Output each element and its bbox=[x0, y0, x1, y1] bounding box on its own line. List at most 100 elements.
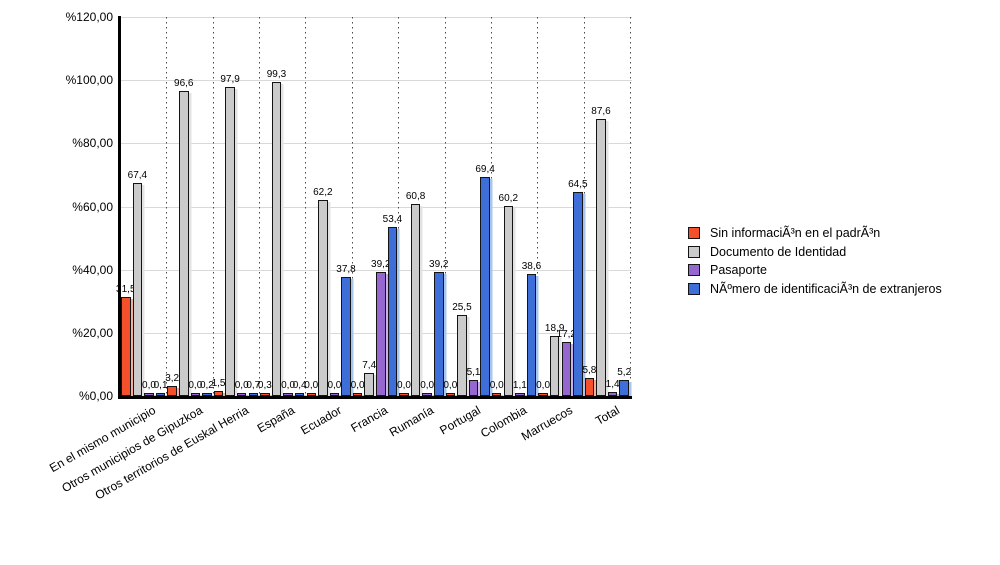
bar-value-label: 37,8 bbox=[336, 264, 356, 275]
category-separator-line bbox=[259, 17, 261, 396]
bar-value-label: 0,0 bbox=[397, 380, 411, 391]
bar-value-label: 0,4 bbox=[292, 380, 307, 391]
bar-value-label: 0,7 bbox=[246, 380, 261, 391]
bar-value-label: 0,0 bbox=[281, 380, 296, 391]
category-separator-line bbox=[444, 17, 446, 396]
bar-value-label: 0,0 bbox=[443, 380, 458, 391]
grid-line bbox=[120, 332, 632, 334]
category-separator-line bbox=[630, 17, 631, 396]
bar bbox=[376, 272, 386, 396]
bar-value-label: 0,0 bbox=[489, 380, 504, 391]
bar bbox=[271, 82, 282, 396]
category-separator-line bbox=[351, 17, 353, 396]
bar-value-label: 0,0 bbox=[536, 380, 551, 391]
bar bbox=[318, 200, 328, 396]
bar bbox=[561, 342, 571, 396]
bar-value-label: 87,6 bbox=[591, 106, 611, 117]
category-separator-line bbox=[583, 17, 585, 396]
category-separator-line bbox=[212, 17, 214, 396]
category-separator-line bbox=[305, 17, 307, 396]
bar-value-label: 0,0 bbox=[350, 380, 365, 391]
bar bbox=[167, 386, 177, 396]
bar-value-label: 5,1 bbox=[466, 367, 481, 378]
bar bbox=[387, 227, 398, 396]
bar-value-label: 25,5 bbox=[452, 302, 472, 313]
bar bbox=[225, 87, 235, 396]
bar-value-label: 3,2 bbox=[165, 373, 180, 384]
bar-value-label: 0,2 bbox=[199, 380, 214, 391]
bar bbox=[457, 315, 467, 396]
y-tick-label: %40,00 bbox=[72, 262, 113, 277]
bar-value-label: 0,0 bbox=[188, 380, 203, 391]
bar-value-label: 67,4 bbox=[127, 170, 148, 181]
bar-value-label: 1,1 bbox=[512, 380, 527, 391]
bar-value-label: 5,2 bbox=[617, 367, 632, 378]
legend-item: NÃºmero de identificaciÃ³n de extranjero… bbox=[688, 280, 942, 299]
bar-value-label: 39,2 bbox=[371, 259, 391, 270]
legend-swatch bbox=[688, 227, 700, 240]
bar bbox=[179, 91, 189, 396]
bar-value-label: 0,3 bbox=[257, 380, 272, 391]
bar-value-label: 96,6 bbox=[174, 78, 194, 89]
grid-line bbox=[120, 206, 632, 208]
bar-value-label: 60,2 bbox=[498, 193, 519, 204]
legend-label: Sin informaciÃ³n en el padrÃ³n bbox=[710, 226, 881, 241]
legend-label: Documento de Identidad bbox=[710, 244, 847, 259]
bar-value-label: 7,4 bbox=[362, 360, 377, 371]
bar bbox=[619, 380, 629, 396]
category-separator-line bbox=[490, 17, 492, 396]
bar-value-label: 62,2 bbox=[313, 187, 333, 198]
bar-value-label: 0,1 bbox=[153, 380, 168, 391]
legend-swatch bbox=[688, 264, 700, 277]
bar-value-label: 69,4 bbox=[475, 164, 495, 175]
bar bbox=[526, 274, 537, 396]
bar-value-label: 31,5 bbox=[116, 284, 136, 295]
x-axis-line bbox=[117, 395, 632, 399]
y-tick-label: %0,00 bbox=[78, 389, 113, 403]
bar-chart: Sin informaciÃ³n en el padrÃ³n Documento … bbox=[47, 10, 942, 503]
bar-value-label: 0,0 bbox=[234, 380, 249, 391]
bar bbox=[584, 378, 595, 396]
grid-line bbox=[120, 143, 632, 145]
bar-value-label: 17,2 bbox=[556, 329, 576, 340]
bar bbox=[573, 192, 583, 396]
bar-value-label: 60,8 bbox=[405, 191, 426, 202]
legend-item: Pasaporte bbox=[688, 261, 942, 280]
bar bbox=[364, 373, 374, 396]
bar bbox=[132, 183, 143, 396]
bar bbox=[341, 277, 351, 396]
bar-value-label: 1,4 bbox=[605, 379, 620, 390]
category-separator-line bbox=[166, 17, 168, 396]
bar bbox=[596, 119, 606, 396]
legend-swatch bbox=[688, 282, 700, 295]
category-separator-line bbox=[398, 17, 400, 396]
bar-value-label: 64,5 bbox=[568, 179, 588, 190]
bar bbox=[503, 206, 514, 396]
bar-value-label: 38,6 bbox=[521, 261, 542, 272]
bar-value-label: 5,8 bbox=[582, 365, 597, 376]
bar bbox=[434, 272, 444, 396]
bar-value-label: 0,0 bbox=[142, 380, 156, 391]
bar-value-label: 0,0 bbox=[327, 380, 342, 391]
bar-value-label: 1,5 bbox=[211, 378, 226, 389]
bar bbox=[410, 204, 421, 396]
legend-label: Pasaporte bbox=[710, 263, 767, 278]
legend-swatch bbox=[688, 245, 700, 258]
bar bbox=[468, 380, 479, 396]
bar-value-label: 97,9 bbox=[220, 74, 240, 85]
bar-value-label: 99,3 bbox=[266, 69, 287, 80]
y-tick-label: %60,00 bbox=[72, 199, 113, 214]
y-tick-label: %80,00 bbox=[72, 136, 113, 151]
bar-value-label: 0,0 bbox=[304, 380, 319, 391]
legend-item: Sin informaciÃ³n en el padrÃ³n bbox=[688, 224, 942, 243]
legend-label: NÃºmero de identificaciÃ³n de extranjero… bbox=[710, 281, 942, 296]
legend-item: Documento de Identidad bbox=[688, 243, 942, 262]
bar-value-label: 0,0 bbox=[420, 380, 435, 391]
y-tick-label: %100,00 bbox=[65, 73, 113, 88]
category-separator-line bbox=[537, 17, 539, 396]
bar-value-label: 53,4 bbox=[382, 214, 403, 225]
grid-line bbox=[120, 80, 632, 82]
bar bbox=[549, 336, 560, 396]
y-tick-label: %20,00 bbox=[72, 325, 113, 340]
grid-line bbox=[120, 269, 632, 271]
